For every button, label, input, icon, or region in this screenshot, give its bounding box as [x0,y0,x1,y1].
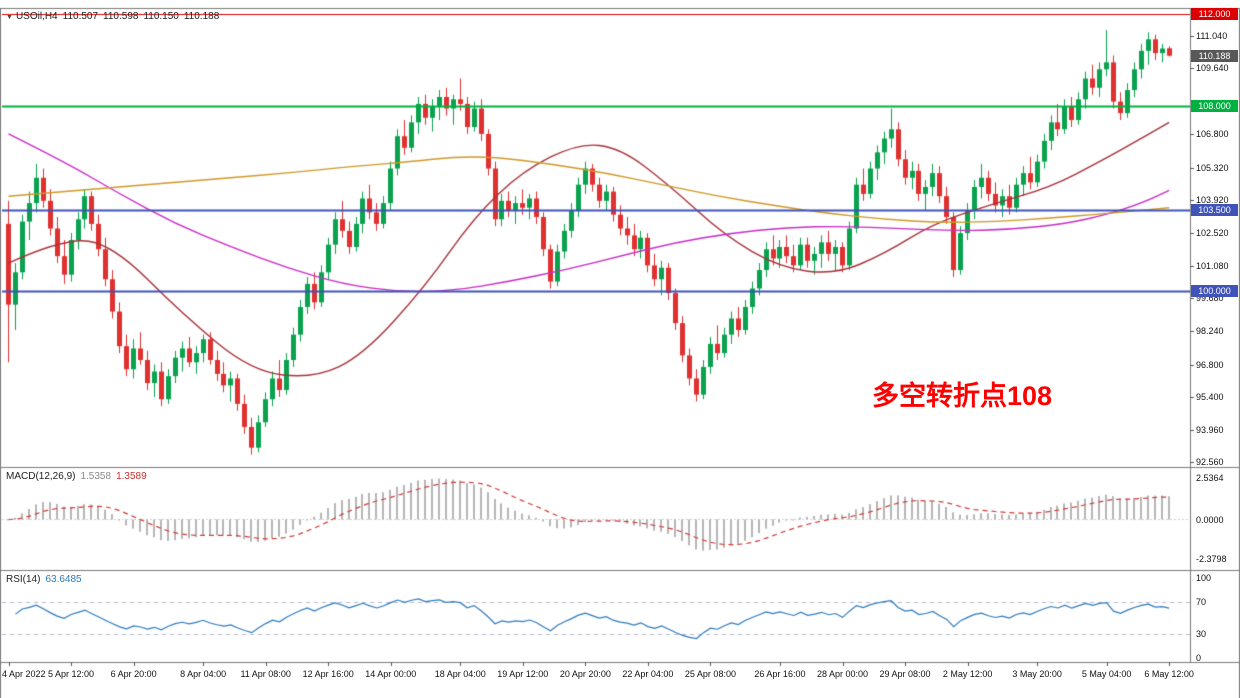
candlestick-chart-canvas[interactable] [0,0,1240,698]
trading-chart-window: ▼ USOil,H4 110.507 110.598 110.150 110.188 MA… [0,0,1240,698]
